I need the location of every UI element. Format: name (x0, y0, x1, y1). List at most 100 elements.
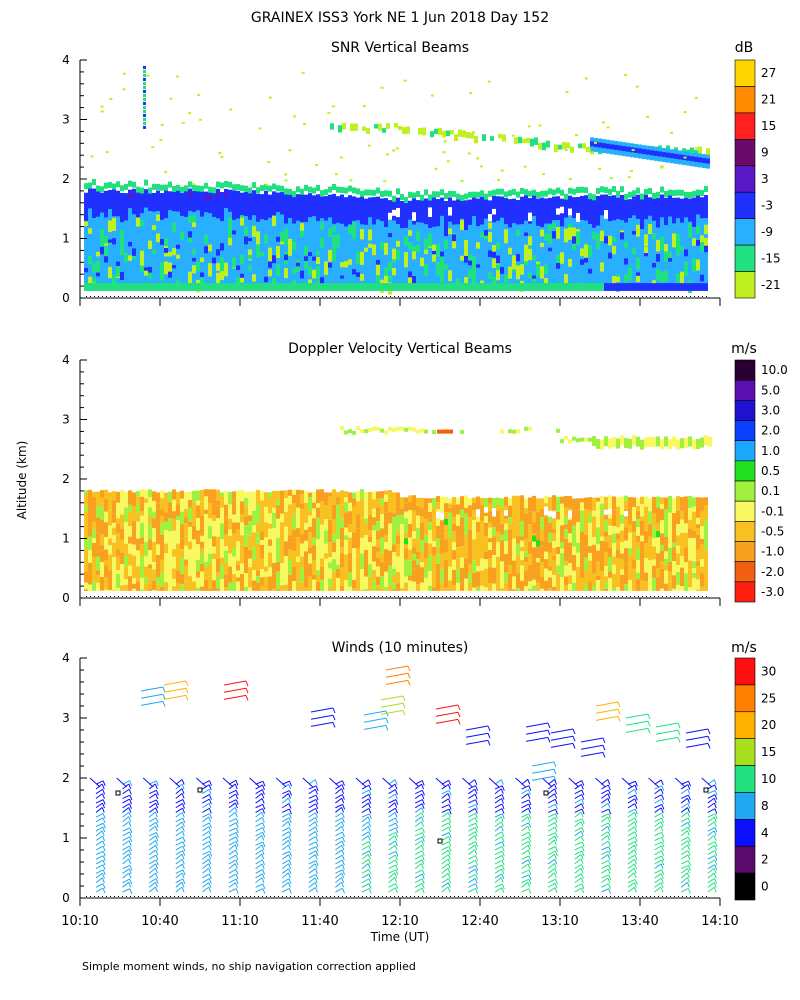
doppler-cell (100, 498, 104, 508)
snr-cell (120, 192, 124, 223)
doppler-cell (232, 522, 236, 530)
snr-cell (216, 272, 220, 280)
wind-barb (128, 821, 132, 827)
wind-barb (361, 858, 369, 865)
wind-barb (414, 869, 423, 874)
gate-dot (502, 296, 503, 297)
wind-barb (660, 863, 664, 869)
snr-cell (600, 283, 604, 291)
doppler-cell (488, 582, 492, 591)
wind-barb (421, 845, 425, 851)
snr-cell (188, 181, 192, 188)
snr-cell (352, 187, 356, 194)
snr-cell (360, 229, 364, 240)
doppler-cell (412, 495, 416, 511)
wind-barb (315, 826, 319, 833)
snr-cell (284, 232, 288, 246)
snr-cell (460, 220, 464, 231)
snr-cell (184, 190, 188, 217)
doppler-cell (144, 502, 148, 519)
doppler-cell (132, 492, 136, 507)
doppler-cell (172, 499, 176, 512)
doppler-cell (248, 515, 252, 522)
doppler-cell (108, 538, 112, 546)
doppler-cell (400, 514, 404, 524)
wind-barb (181, 783, 185, 790)
snr-cell (472, 196, 476, 216)
doppler-cell (528, 554, 532, 565)
snr-field (84, 65, 710, 295)
snr-cell (500, 188, 504, 195)
doppler-cell (700, 558, 704, 567)
wind-barb (414, 812, 423, 818)
doppler-cell (688, 436, 692, 447)
snr-cell (500, 196, 504, 291)
gate-dot (110, 896, 111, 897)
doppler-cell (180, 557, 184, 574)
doppler-cell (552, 560, 556, 575)
doppler-cell (456, 537, 460, 548)
doppler-cell (136, 581, 140, 591)
snr-cell (536, 198, 540, 291)
wind-barb (122, 821, 130, 827)
gate-dot (322, 296, 323, 297)
doppler-cell (284, 516, 288, 527)
doppler-cell (380, 537, 384, 553)
wind-barb (474, 831, 478, 837)
gate-dot (614, 896, 615, 897)
wind-barb (175, 807, 183, 813)
wind-barb (494, 816, 502, 823)
wind-barb (627, 808, 636, 813)
doppler-cell (184, 492, 188, 502)
gate-dot (650, 296, 651, 297)
doppler-cell (692, 547, 696, 562)
doppler-cell (256, 543, 260, 558)
wind-barb (680, 780, 689, 785)
doppler-cell (624, 563, 628, 574)
wind-barb (288, 868, 292, 874)
colorbar-label: 3 (761, 172, 769, 186)
snr-cell (156, 214, 160, 221)
snr-cell (522, 138, 526, 144)
gate-dot (174, 296, 175, 297)
wind-barb (547, 872, 555, 879)
y-tick-label: 3 (62, 711, 70, 725)
doppler-cell (372, 580, 376, 591)
wind-barb (155, 849, 159, 856)
wind-barb (315, 794, 319, 801)
doppler-cell (464, 521, 468, 535)
gate-dot (122, 596, 123, 597)
gate-dot (134, 896, 135, 897)
snr-cell (680, 198, 684, 291)
wind-barb (148, 817, 157, 823)
doppler-cell (200, 563, 204, 572)
snr-cell (540, 273, 544, 279)
doppler-cell (280, 585, 284, 591)
wind-barb (581, 841, 585, 848)
doppler-cell (288, 585, 292, 591)
wind-barb (341, 826, 345, 832)
wind-barb (494, 864, 503, 870)
gate-dot (314, 296, 315, 297)
wind-barb (414, 859, 423, 865)
doppler-cell (640, 575, 644, 581)
doppler-cell (552, 547, 556, 556)
snr-cell (676, 197, 680, 219)
snr-cell (152, 192, 156, 291)
wind-barb (687, 822, 691, 828)
doppler-cell (568, 533, 572, 543)
wind-barb (422, 832, 425, 838)
snr-cell (500, 196, 504, 218)
doppler-cell (136, 491, 140, 497)
snr-cell (518, 136, 522, 144)
doppler-cell (232, 514, 236, 523)
wind-barb (707, 826, 716, 832)
wind-barb (148, 793, 157, 799)
snr-cell (312, 187, 316, 194)
snr-cell (156, 233, 160, 243)
doppler-cell (508, 588, 512, 591)
gate-dot (614, 596, 615, 597)
wind-barb (714, 850, 718, 856)
doppler-cell (512, 560, 516, 577)
doppler-cell (616, 516, 620, 528)
